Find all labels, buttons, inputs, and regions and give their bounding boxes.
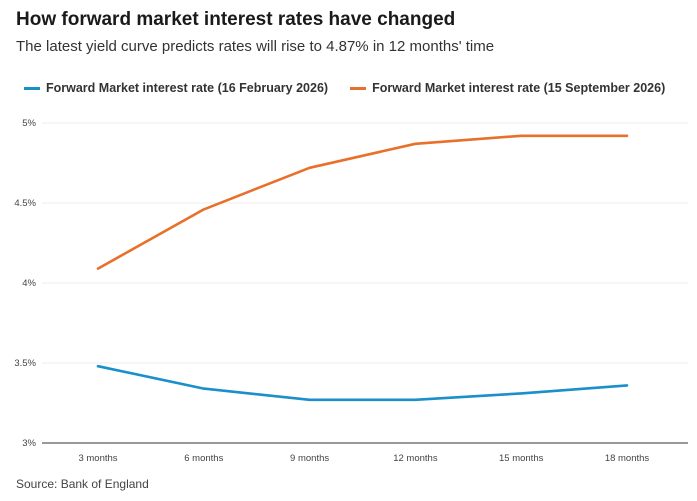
legend-swatch-september [350, 86, 367, 90]
y-tick-label: 3.5% [14, 358, 36, 369]
x-tick-label: 9 months [290, 453, 329, 464]
chart-title: How forward market interest rates have c… [16, 9, 456, 30]
series-line-september [96, 134, 629, 270]
x-tick-label: 3 months [78, 453, 117, 464]
legend-swatch-february [24, 86, 40, 90]
source-note: Source: Bank of England [16, 477, 149, 491]
x-tick-label: 18 months [605, 453, 650, 464]
y-tick-label: 4% [22, 278, 36, 289]
y-tick-label: 4.5% [14, 198, 36, 209]
legend: Forward Market interest rate (16 Februar… [24, 81, 687, 95]
x-tick-label: 12 months [393, 453, 438, 464]
y-tick-label: 3% [22, 438, 36, 449]
legend-item-february: Forward Market interest rate (16 Februar… [24, 81, 328, 95]
legend-label-september: Forward Market interest rate (15 Septemb… [372, 81, 666, 95]
legend-item-september: Forward Market interest rate (15 Septemb… [350, 81, 665, 95]
legend-label-february: Forward Market interest rate (16 Februar… [46, 81, 329, 95]
x-tick-label: 15 months [499, 453, 544, 464]
series-line-february [96, 364, 629, 402]
x-tick-label: 6 months [184, 453, 223, 464]
chart-subtitle: The latest yield curve predicts rates wi… [16, 38, 495, 55]
y-tick-label: 5% [22, 118, 36, 129]
